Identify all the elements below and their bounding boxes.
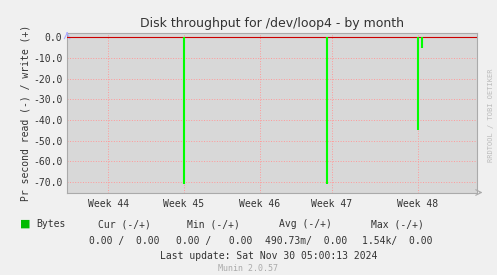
Text: Bytes: Bytes: [36, 219, 65, 229]
Text: 490.73m/  0.00: 490.73m/ 0.00: [264, 236, 347, 246]
Text: Week 46: Week 46: [239, 199, 280, 209]
Text: Cur (-/+): Cur (-/+): [98, 219, 151, 229]
Text: Week 48: Week 48: [397, 199, 438, 209]
Text: ■: ■: [20, 219, 30, 229]
Title: Disk throughput for /dev/loop4 - by month: Disk throughput for /dev/loop4 - by mont…: [140, 17, 404, 31]
Text: Week 47: Week 47: [311, 199, 352, 209]
Text: 1.54k/  0.00: 1.54k/ 0.00: [362, 236, 433, 246]
Text: Max (-/+): Max (-/+): [371, 219, 424, 229]
Text: Week 45: Week 45: [164, 199, 204, 209]
Text: Min (-/+): Min (-/+): [187, 219, 240, 229]
Text: Last update: Sat Nov 30 05:00:13 2024: Last update: Sat Nov 30 05:00:13 2024: [160, 251, 377, 261]
Text: 0.00 /  0.00: 0.00 / 0.00: [89, 236, 160, 246]
Text: 0.00 /   0.00: 0.00 / 0.00: [175, 236, 252, 246]
Text: Munin 2.0.57: Munin 2.0.57: [219, 265, 278, 273]
Text: RRDTOOL / TOBI OETIKER: RRDTOOL / TOBI OETIKER: [488, 69, 494, 162]
Y-axis label: Pr second read (-) / write (+): Pr second read (-) / write (+): [20, 25, 30, 201]
Text: Avg (-/+): Avg (-/+): [279, 219, 332, 229]
Text: Week 44: Week 44: [87, 199, 129, 209]
